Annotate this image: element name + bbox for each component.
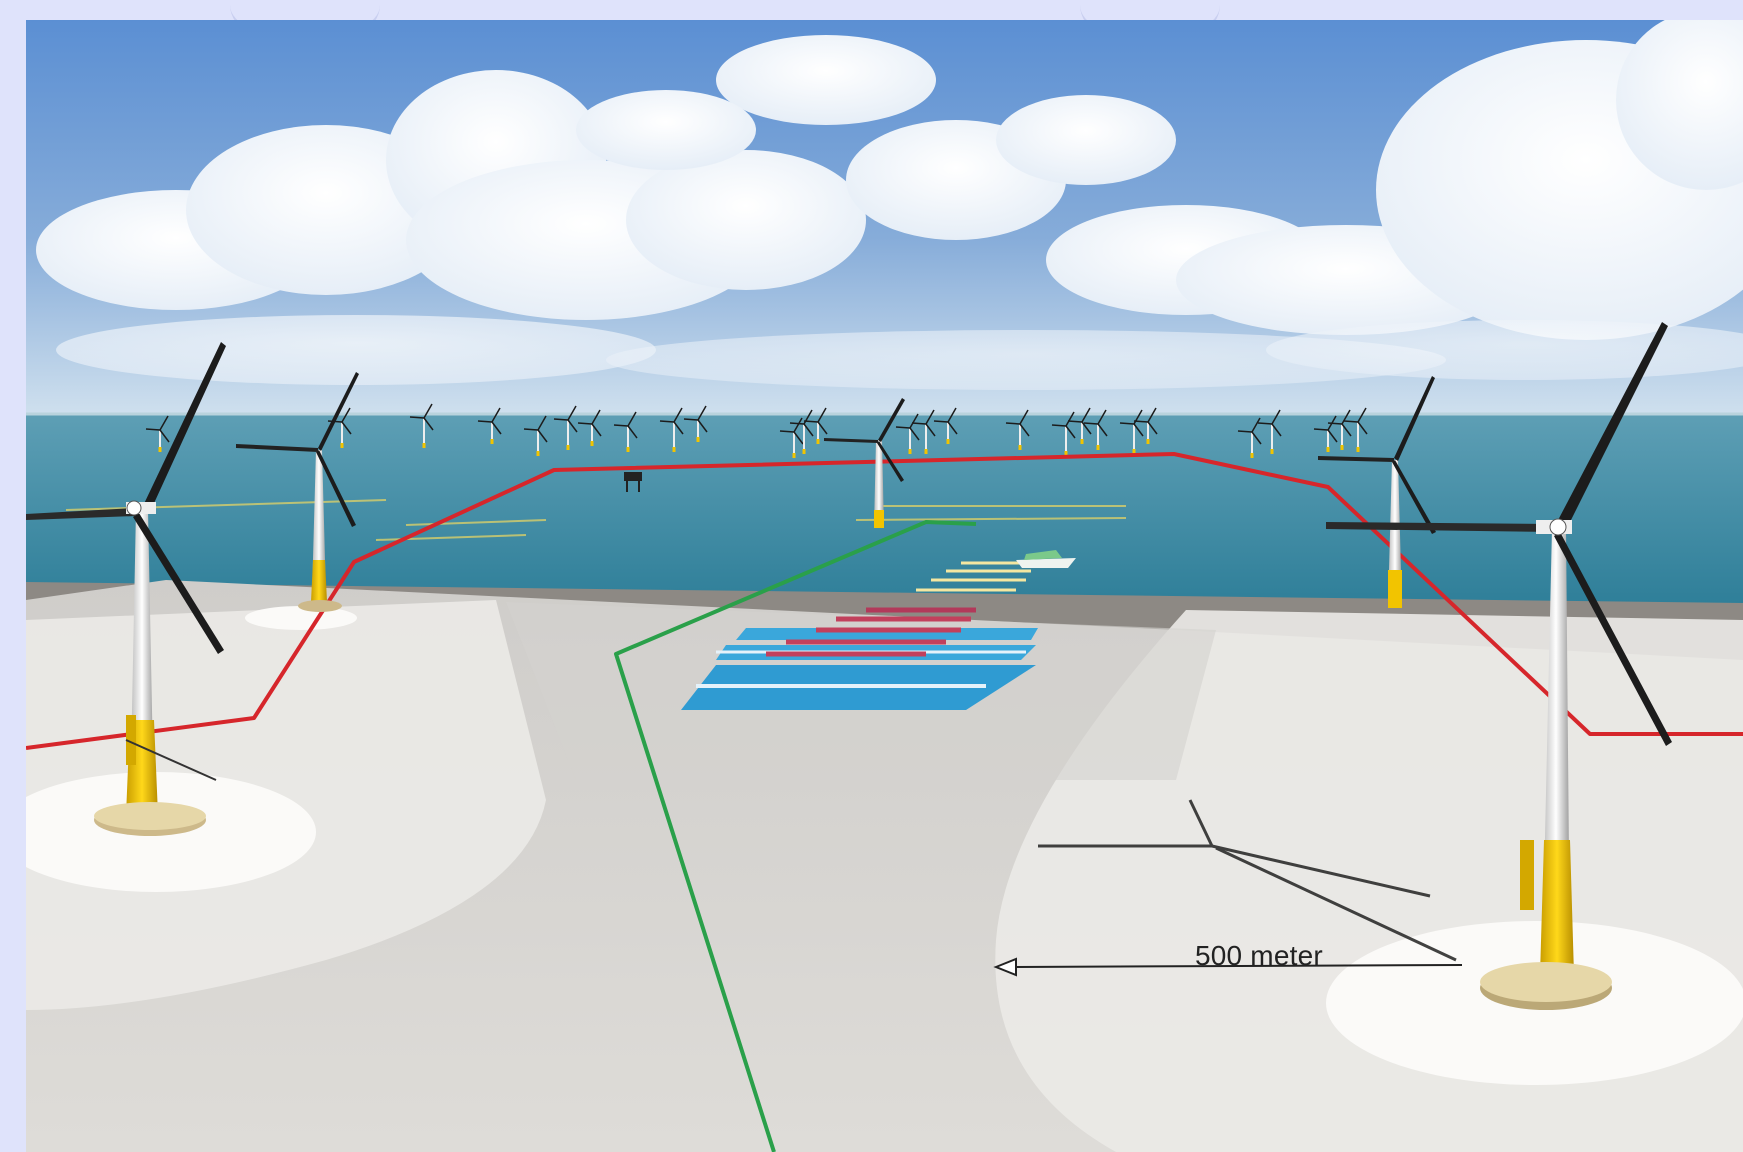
distant-turbine [1343, 407, 1368, 452]
offshore-platform [624, 472, 642, 492]
distant-turbine [933, 407, 958, 444]
distant-turbine [683, 405, 708, 442]
distant-turbine [1051, 411, 1076, 456]
distant-turbine [553, 405, 578, 450]
distant-turbine [1083, 409, 1108, 450]
wind-farm-boundary-line [26, 452, 1743, 750]
distant-turbine [409, 403, 434, 448]
turbine-mid-right [1318, 376, 1436, 608]
distant-turbine [1257, 409, 1282, 454]
scale-label: 500 meter [1195, 940, 1323, 971]
distant-turbine [613, 411, 638, 452]
clouds [36, 20, 1743, 390]
distant-turbine [895, 413, 920, 454]
shipping-route-line [614, 520, 977, 1152]
turbine-left [26, 342, 226, 836]
turbine-center [824, 398, 905, 528]
distant-turbine [1005, 409, 1030, 450]
distant-turbine [659, 407, 684, 452]
foundation-pad-mid [245, 606, 357, 630]
distant-turbine [1237, 417, 1262, 458]
turbine-mid-left [236, 372, 359, 612]
distant-turbine [911, 409, 936, 454]
distant-turbine [145, 415, 170, 452]
scene-illustration [26, 20, 1743, 1152]
service-vessel [1016, 550, 1076, 568]
distant-turbine [1119, 409, 1144, 454]
wind-farm-image: 500 meter [26, 20, 1743, 1152]
distant-turbine [523, 415, 548, 456]
distant-turbine [1327, 409, 1352, 450]
distant-turbine [1067, 407, 1092, 444]
distant-turbine [477, 407, 502, 444]
distant-turbine [1313, 415, 1338, 452]
sea [26, 413, 1743, 603]
distant-turbine [779, 417, 804, 458]
aquaculture-area [681, 561, 1038, 710]
scale-arrow [993, 957, 1463, 977]
distant-turbine [789, 409, 814, 454]
distant-turbine [577, 409, 602, 446]
turbine-right [1038, 322, 1672, 1010]
distant-turbine [1133, 407, 1158, 444]
distant-turbine [803, 407, 828, 444]
distant-turbines [145, 403, 1368, 458]
